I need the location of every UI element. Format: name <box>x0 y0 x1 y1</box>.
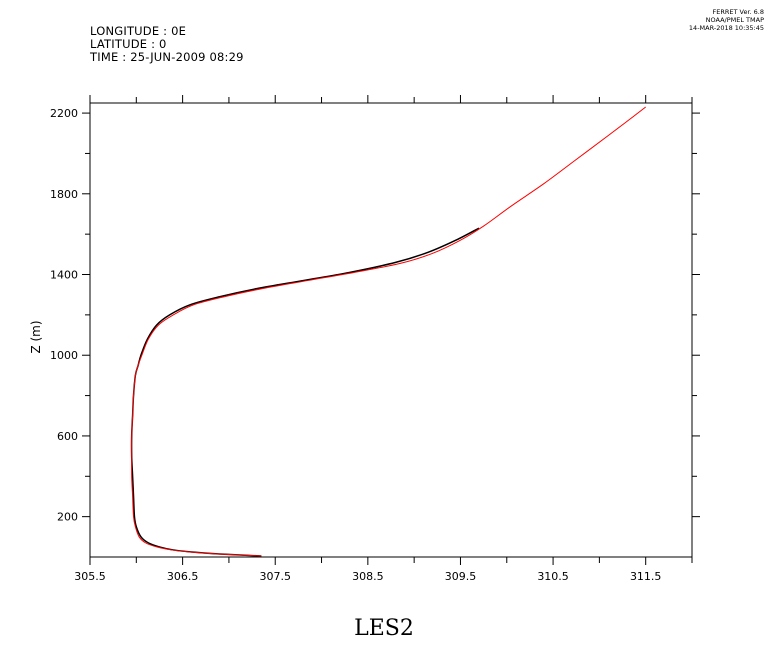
y-axis-title: Z (m) <box>29 320 43 353</box>
y-tick-label: 200 <box>57 511 78 524</box>
series-line-2 <box>131 106 646 557</box>
axis-ticks <box>82 95 700 565</box>
x-tick-label: 305.5 <box>74 570 106 583</box>
x-tick-label: 306.5 <box>167 570 199 583</box>
ferret-version: FERRET Ver. 6.8 <box>712 8 764 16</box>
x-tick-label: 311.5 <box>630 570 662 583</box>
header-latitude: LATITUDE : 0 <box>90 37 167 51</box>
y-tick-label: 1800 <box>50 188 78 201</box>
y-tick-label: 1400 <box>50 269 78 282</box>
series-line-1 <box>130 227 480 557</box>
x-tick-label: 307.5 <box>259 570 291 583</box>
plot-frame <box>89 102 693 558</box>
ferret-date: 14-MAR-2018 10:35:45 <box>688 24 764 32</box>
tick-labels: 305.5 306.5 307.5 308.5 309.5 310.5 311.5 200 60… <box>50 107 661 583</box>
ferret-org: NOAA/PMEL TMAP <box>705 16 764 24</box>
x-tick-label: 310.5 <box>537 570 569 583</box>
ferret-info: FERRET Ver. 6.8 NOAA/PMEL TMAP 14-MAR-20… <box>689 8 764 32</box>
chart-title: LES2 <box>354 616 414 641</box>
header-time: TIME : 25-JUN-2009 08:29 <box>90 50 244 64</box>
x-tick-label: 309.5 <box>445 570 477 583</box>
y-tick-label: 600 <box>57 430 78 443</box>
y-tick-label: 2200 <box>50 107 78 120</box>
header-longitude: LONGITUDE : 0E <box>90 24 187 38</box>
x-tick-label: 308.5 <box>352 570 384 583</box>
y-tick-label: 1000 <box>50 349 78 362</box>
series-lines <box>130 106 646 557</box>
